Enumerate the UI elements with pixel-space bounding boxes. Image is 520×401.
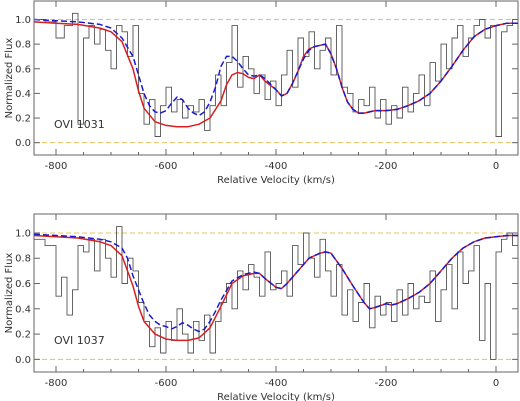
plot-frame: [33, 0, 519, 156]
series-group: [34, 226, 518, 360]
y-tick-label: 0.8: [15, 254, 31, 265]
y-tick-label: 0.2: [15, 114, 31, 125]
x-axis-title: Relative Velocity (km/s): [217, 392, 335, 401]
x-tick-label: -600: [155, 378, 178, 389]
y-tick-label: 0.6: [15, 279, 31, 290]
fit-dashed-series: [34, 233, 518, 333]
x-tick-label: -800: [45, 161, 68, 172]
y-axis-title: Normalized Flux: [4, 38, 15, 119]
x-tick-label: 0: [493, 161, 499, 172]
x-tick-label: -800: [45, 378, 68, 389]
fit-dashed-series: [34, 18, 518, 117]
y-tick-label: 0.2: [15, 330, 31, 341]
x-tick-label: 0: [493, 378, 499, 389]
y-tick-label: 0.4: [15, 304, 31, 315]
x-tick-label: -400: [265, 378, 288, 389]
y-tick-label: 0.0: [15, 138, 31, 149]
y-tick-label: 0.6: [15, 64, 31, 75]
y-tick-label: 1.0: [15, 228, 31, 239]
chart-panel-1: -800 -600 -400 -200 0 0.0 0.2 0.4 0.6 0.8 1.0 Relat…: [4, 0, 519, 186]
y-tick-label: 0.8: [15, 40, 31, 51]
x-tick-label: -200: [375, 161, 398, 172]
y-tick-label: 0.4: [15, 89, 31, 100]
y-tick-label: 0.0: [15, 355, 31, 366]
y-axis-title: Normalized Flux: [4, 253, 15, 334]
series-group: [34, 12, 518, 137]
data-step-series: [34, 226, 518, 360]
y-tick-label: 1.0: [15, 15, 31, 26]
x-tick-label: -400: [265, 161, 288, 172]
panel-label: OVI 1037: [54, 334, 105, 347]
chart-panel-2: -800 -600 -400 -200 0 0.0 0.2 0.4 0.6 0.8 1.0 Relat…: [4, 213, 519, 401]
x-tick-label: -600: [155, 161, 178, 172]
x-tick-label: -200: [375, 378, 398, 389]
plot-frame: [33, 213, 519, 373]
x-axis-title: Relative Velocity (km/s): [217, 175, 335, 186]
panel-label: OVI 1031: [54, 118, 105, 131]
